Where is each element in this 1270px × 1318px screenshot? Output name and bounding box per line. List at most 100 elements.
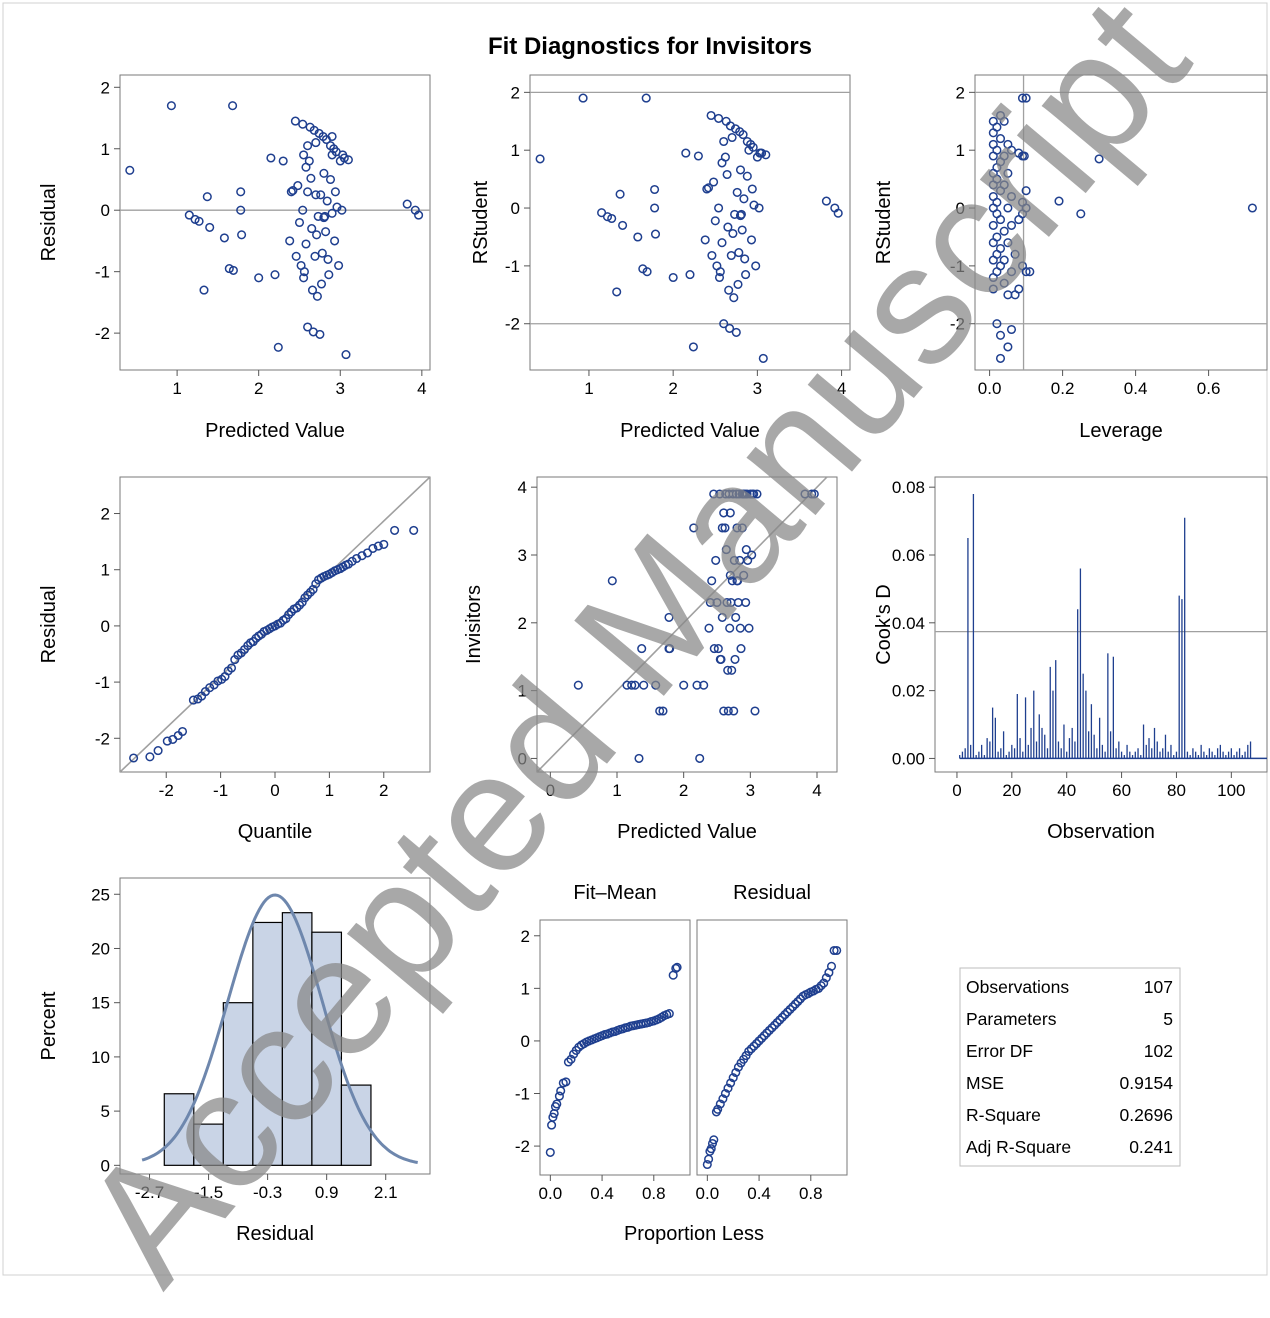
data-point <box>202 192 212 202</box>
data-point <box>321 227 331 237</box>
data-point <box>693 151 703 161</box>
diagonal-reference-line <box>537 477 828 772</box>
data-point <box>717 523 727 533</box>
x-tick-label: 100 <box>1217 781 1245 800</box>
data-point <box>790 999 800 1009</box>
data-point <box>731 612 741 622</box>
data-point <box>578 93 588 103</box>
data-point <box>299 273 309 283</box>
data-point <box>311 138 321 148</box>
x-tick-label: 4 <box>837 379 846 398</box>
data-point <box>303 322 313 332</box>
data-point <box>709 1135 719 1145</box>
x-tick-label: 2.1 <box>374 1183 398 1202</box>
data-point <box>723 1083 733 1093</box>
data-point <box>727 132 737 143</box>
y-tick-label: 15 <box>91 994 110 1013</box>
data-point <box>1021 267 1031 277</box>
data-point <box>311 190 321 200</box>
data-point <box>297 597 307 607</box>
y-tick-label: 20 <box>91 939 110 958</box>
data-point <box>721 545 731 555</box>
data-point <box>999 151 1009 161</box>
y-tick-label: 1 <box>101 140 110 159</box>
data-point <box>563 1057 573 1067</box>
data-point <box>772 1017 782 1028</box>
data-point <box>711 555 721 565</box>
data-point <box>313 211 323 221</box>
y-tick-label: 0.06 <box>892 546 925 565</box>
panel-rstudent-pred: 1 2 3 4 -2 -1 0 1 2 Predicted Value RStudent <box>470 74 851 442</box>
data-point <box>402 199 412 209</box>
data-point <box>731 327 741 337</box>
panel-obs-pred: 0 1 2 3 4 0 1 2 3 4 Predicted Value Invisitors <box>463 476 838 843</box>
data-point <box>748 142 758 152</box>
x-tick-label: 1 <box>612 781 621 800</box>
data-point <box>821 973 831 983</box>
x-tick-label: 0.6 <box>1197 379 1221 398</box>
data-point <box>1021 93 1031 103</box>
x-tick-label: 1 <box>172 379 181 398</box>
data-point <box>751 261 761 271</box>
data-point <box>749 1041 759 1051</box>
data-point <box>292 603 302 613</box>
y-tick-label: 0 <box>101 201 110 220</box>
data-point <box>723 706 733 716</box>
data-point <box>125 165 135 175</box>
x-axis-label: Predicted Value <box>205 420 345 442</box>
data-point <box>129 753 139 763</box>
data-point <box>992 122 1002 132</box>
data-point <box>816 981 826 991</box>
data-point <box>740 254 750 264</box>
x-tick-label: 3 <box>753 379 762 398</box>
data-point <box>722 169 732 180</box>
data-point <box>1003 342 1013 352</box>
data-point <box>362 548 373 558</box>
data-point <box>746 1044 756 1054</box>
y-tick-label: 1 <box>511 141 520 160</box>
data-point <box>714 272 725 283</box>
data-point <box>746 235 757 245</box>
data-point <box>725 570 735 580</box>
y-axis-label: Cook's D <box>873 584 895 665</box>
y-tick-label: 1 <box>518 682 527 701</box>
data-point <box>988 220 998 230</box>
data-point <box>1025 267 1035 277</box>
data-point <box>630 680 640 690</box>
y-tick-label: 1 <box>521 979 530 998</box>
data-point <box>733 279 743 289</box>
x-tick-label: 2 <box>379 781 388 800</box>
data-point <box>717 238 727 248</box>
data-point <box>713 644 723 654</box>
data-point <box>775 1015 785 1025</box>
data-point <box>379 539 389 549</box>
x-tick-label: 0.4 <box>1124 379 1148 398</box>
data-point <box>1054 196 1064 206</box>
data-point <box>671 963 681 973</box>
x-tick-label: 0.4 <box>747 1184 771 1203</box>
x-tick-label: 3 <box>746 781 755 800</box>
y-axis-label: RStudent <box>470 180 492 264</box>
y-tick-label: 0 <box>101 617 110 636</box>
data-point <box>809 489 819 499</box>
data-point <box>736 209 746 219</box>
data-point <box>826 961 837 971</box>
data-point <box>681 148 691 158</box>
data-point <box>668 272 678 283</box>
y-tick-label: 0.04 <box>892 614 925 633</box>
y-tick-label: 2 <box>956 83 965 102</box>
panel-rf-resid: 0.0 0.4 0.8 Residual <box>696 882 848 1203</box>
data-point <box>266 153 276 163</box>
data-point <box>1076 209 1086 219</box>
data-point <box>642 267 652 277</box>
data-point <box>236 205 246 215</box>
data-point <box>992 319 1002 329</box>
data-point <box>707 576 717 586</box>
data-point <box>829 945 839 956</box>
data-point <box>992 145 1002 155</box>
data-point <box>1017 197 1028 207</box>
data-point <box>730 209 740 219</box>
data-point <box>310 251 320 261</box>
data-point <box>821 196 831 206</box>
data-point <box>219 233 229 243</box>
